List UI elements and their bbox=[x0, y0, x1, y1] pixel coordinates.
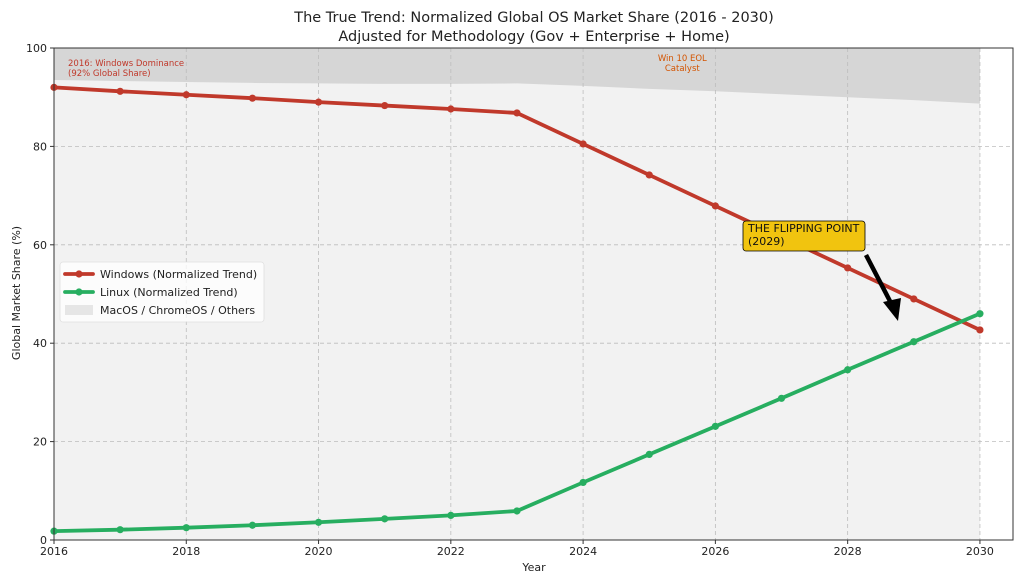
x-tick-label: 2022 bbox=[437, 545, 465, 558]
linux-point bbox=[910, 338, 918, 346]
windows-point bbox=[248, 94, 257, 102]
linux-point bbox=[976, 310, 984, 318]
chart-title-line2: Adjusted for Methodology (Gov + Enterpri… bbox=[338, 29, 729, 45]
linux-point bbox=[248, 521, 257, 529]
legend-windows-marker bbox=[75, 270, 83, 278]
x-tick-label: 2016 bbox=[40, 545, 68, 558]
y-tick-label: 80 bbox=[33, 140, 47, 153]
windows-point bbox=[711, 202, 719, 210]
linux-point bbox=[777, 394, 786, 402]
linux-point bbox=[381, 515, 389, 523]
linux-point bbox=[314, 518, 323, 526]
windows-point bbox=[910, 295, 918, 303]
windows-point bbox=[314, 98, 323, 106]
series-lines bbox=[50, 83, 984, 535]
x-tick-label: 2030 bbox=[966, 545, 994, 558]
linux-point bbox=[513, 507, 521, 515]
legend-others-swatch bbox=[65, 305, 93, 315]
annotations: 2016: Windows Dominance(92% Global Share… bbox=[68, 54, 901, 321]
legend-others-label: MacOS / ChromeOS / Others bbox=[100, 304, 255, 317]
flip-callout-box bbox=[742, 220, 866, 252]
x-tick-label: 2026 bbox=[701, 545, 729, 558]
chart-title-line1: The True Trend: Normalized Global OS Mar… bbox=[293, 10, 774, 26]
flip-callout-line: (2029) bbox=[748, 235, 785, 248]
linux-point bbox=[711, 422, 719, 430]
y-tick-label: 20 bbox=[33, 436, 47, 449]
axes: 2016 2018 2020 2022 2024 2026 2028 2030 0 20 40 60 8… bbox=[26, 42, 1014, 558]
y-tick-label: 100 bbox=[26, 42, 47, 55]
windows-point bbox=[182, 91, 190, 99]
x-axis-label: Year bbox=[521, 561, 546, 574]
eol-annotation-line: Win 10 EOL bbox=[658, 54, 707, 64]
linux-point bbox=[182, 524, 190, 532]
dominance-annotation-line: 2016: Windows Dominance bbox=[68, 59, 184, 69]
flip-callout-line: THE FLIPPING POINT bbox=[747, 222, 860, 235]
y-axis-label: Global Market Share (%) bbox=[10, 226, 23, 360]
windows-point bbox=[579, 140, 587, 148]
linux-point bbox=[645, 450, 653, 458]
windows-point bbox=[844, 264, 852, 272]
y-tick-label: 40 bbox=[33, 337, 47, 350]
y-tick-label: 60 bbox=[33, 239, 47, 252]
axes-frame bbox=[53, 47, 1014, 541]
x-tick-label: 2024 bbox=[569, 545, 597, 558]
legend-linux-marker bbox=[75, 288, 83, 296]
legend-linux-label: Linux (Normalized Trend) bbox=[100, 286, 238, 299]
x-tick-label: 2028 bbox=[834, 545, 862, 558]
linux-point bbox=[844, 366, 852, 374]
linux-point bbox=[116, 526, 124, 534]
legend: Windows (Normalized Trend) Linux (Normali… bbox=[59, 261, 265, 323]
linux-point bbox=[579, 478, 587, 487]
windows-point bbox=[116, 87, 124, 95]
windows-point bbox=[976, 326, 984, 334]
linux-point bbox=[447, 511, 455, 519]
x-tick-label: 2018 bbox=[172, 545, 200, 558]
windows-point bbox=[381, 101, 389, 110]
eol-annotation-line: Catalyst bbox=[665, 64, 701, 74]
windows-point bbox=[447, 105, 455, 113]
flip-arrow-shaft bbox=[864, 253, 894, 307]
y-tick-label: 0 bbox=[40, 534, 47, 547]
windows-point bbox=[513, 109, 521, 117]
legend-windows-label: Windows (Normalized Trend) bbox=[100, 268, 257, 281]
x-tick-label: 2020 bbox=[305, 545, 333, 558]
others-area-shape bbox=[54, 48, 980, 104]
flip-arrow-head bbox=[883, 298, 901, 321]
windows-point bbox=[645, 171, 653, 179]
dominance-annotation-line: (92% Global Share) bbox=[68, 69, 151, 79]
legend-frame bbox=[59, 261, 265, 323]
